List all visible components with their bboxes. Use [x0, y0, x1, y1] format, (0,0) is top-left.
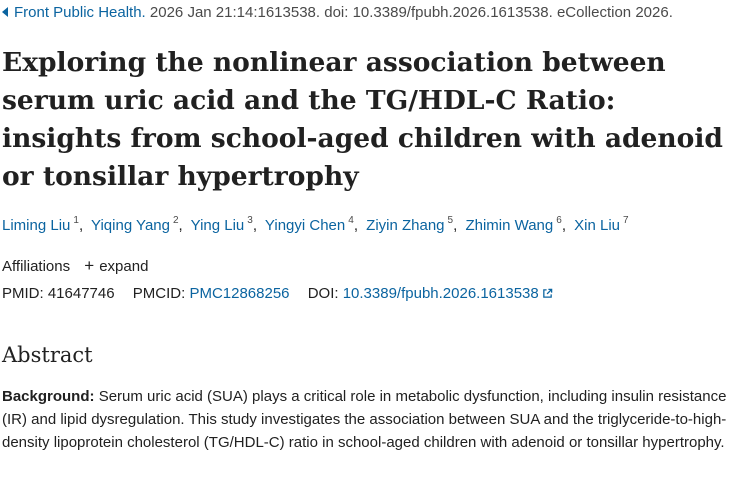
author-link[interactable]: Yingyi Chen — [264, 217, 346, 234]
identifiers-row: PMID: 41647746 PMCID: PMC12868256 DOI: 1… — [2, 284, 553, 304]
triangle-left-icon[interactable] — [2, 7, 8, 17]
author-link[interactable]: Xin Liu — [574, 217, 621, 234]
background-text: Serum uric acid (SUA) plays a critical r… — [2, 388, 727, 451]
author-item: Xin Liu 7 — [574, 215, 629, 235]
author-separator: , — [78, 217, 84, 234]
abstract-background: Background: Serum uric acid (SUA) plays … — [2, 385, 744, 454]
author-link[interactable]: Yiqing Yang — [91, 217, 170, 234]
pmid-value: 41647746 — [47, 285, 115, 302]
journal-link[interactable]: Front Public Health. — [14, 4, 146, 21]
author-affiliation-number[interactable]: 2 — [172, 215, 179, 226]
pmcid-link[interactable]: PMC12868256 — [189, 285, 290, 302]
author-separator: , — [561, 217, 566, 234]
external-link-icon[interactable] — [542, 288, 553, 299]
article-title: Exploring the nonlinear association betw… — [2, 47, 723, 192]
author-item: Ying Liu 3 — [190, 215, 253, 235]
author-link[interactable]: Ying Liu — [190, 217, 245, 234]
author-item: Yingyi Chen 4 — [264, 215, 354, 235]
affiliations-label: Affiliations — [2, 258, 71, 275]
author-affiliation-number[interactable]: 7 — [623, 215, 629, 226]
citation-details: 2026 Jan 21:14:1613538. doi: 10.3389/fpu… — [149, 4, 673, 21]
expand-label: expand — [99, 258, 149, 275]
author-separator: , — [453, 217, 458, 234]
author-list: Liming Liu 1, Yiqing Yang 2, Ying Liu 3, Yi… — [2, 216, 629, 236]
citation-line: Front Public Health. 2026 Jan 21:14:1613… — [2, 3, 673, 23]
doi-label: DOI: — [307, 285, 339, 302]
plus-icon: + — [84, 256, 95, 275]
author-link[interactable]: Ziyin Zhang — [366, 217, 445, 234]
pmid-label: PMID: — [2, 285, 44, 302]
author-affiliation-number[interactable]: 1 — [73, 215, 79, 226]
background-label: Background: — [2, 388, 95, 405]
author-affiliation-number[interactable]: 4 — [348, 215, 354, 226]
author-item: Liming Liu 1 — [2, 215, 79, 235]
doi-link[interactable]: 10.3389/fpubh.2026.1613538 — [342, 285, 539, 302]
author-separator: , — [252, 217, 258, 234]
pmcid-label: PMCID: — [132, 285, 186, 302]
affiliations-row: Affiliations + expand — [2, 256, 148, 277]
author-separator: , — [353, 217, 358, 234]
author-affiliation-number[interactable]: 3 — [247, 215, 253, 226]
author-affiliation-number[interactable]: 5 — [447, 215, 454, 226]
author-link[interactable]: Liming Liu — [2, 217, 71, 234]
author-item: Ziyin Zhang 5 — [366, 215, 454, 235]
author-item: Zhimin Wang 6 — [465, 215, 562, 235]
abstract-heading: Abstract — [2, 343, 93, 367]
author-separator: , — [178, 217, 183, 234]
author-item: Yiqing Yang 2 — [91, 215, 179, 235]
author-affiliation-number[interactable]: 6 — [556, 215, 562, 226]
author-link[interactable]: Zhimin Wang — [465, 217, 554, 234]
affiliations-expand-button[interactable]: + expand — [84, 256, 149, 275]
